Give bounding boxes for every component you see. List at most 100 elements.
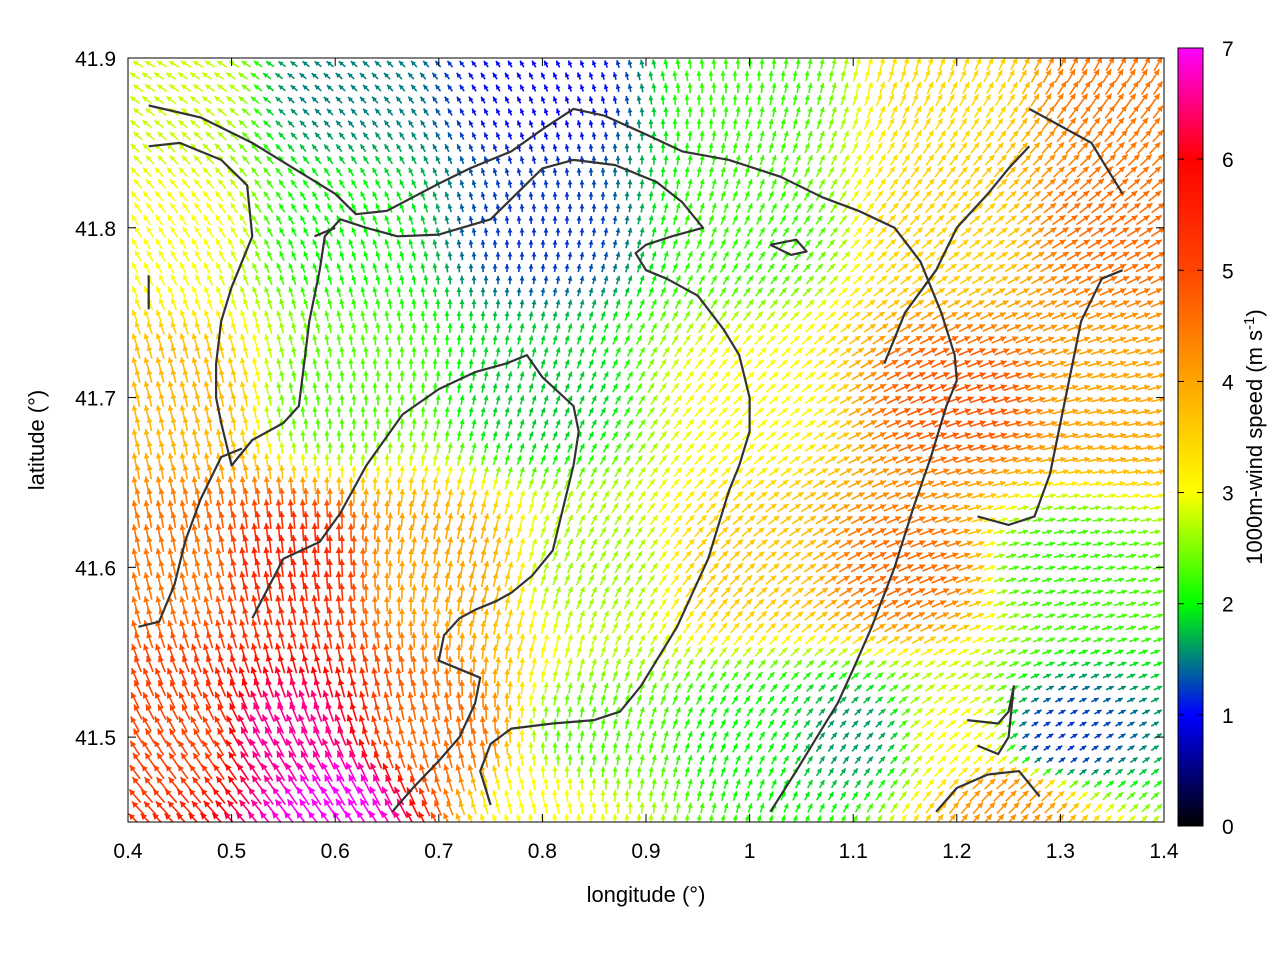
wind-arrow: [707, 335, 714, 345]
wind-arrow: [936, 70, 942, 82]
wind-arrow: [796, 107, 801, 117]
wind-arrow: [770, 348, 779, 356]
wind-arrow: [1044, 203, 1056, 213]
wind-arrow: [580, 372, 585, 381]
wind-arrow: [745, 167, 750, 177]
wind-arrow: [202, 73, 212, 79]
wind-arrow: [457, 264, 462, 273]
wind-arrow: [900, 94, 906, 106]
wind-arrow: [735, 59, 740, 69]
wind-arrow: [144, 357, 150, 371]
wind-arrow: [649, 71, 654, 80]
wind-arrow: [520, 276, 525, 284]
wind-arrow: [577, 144, 582, 152]
wind-arrow: [432, 311, 437, 321]
wind-arrow: [1088, 240, 1102, 248]
wind-arrow: [648, 95, 653, 104]
wind-arrow: [640, 84, 645, 93]
wind-arrow: [481, 407, 486, 416]
wind-arrow: [625, 264, 630, 272]
wind-arrow: [604, 276, 609, 284]
wind-arrow: [528, 312, 533, 321]
wind-arrow: [850, 312, 860, 320]
wind-arrow: [421, 144, 425, 152]
wind-arrow: [468, 335, 473, 345]
wind-arrow: [481, 97, 485, 104]
wind-arrow: [876, 167, 883, 178]
wind-arrow: [169, 61, 179, 67]
wind-arrow: [183, 393, 189, 407]
wind-arrow: [628, 228, 633, 236]
wind-arrow: [652, 227, 657, 236]
wind-arrow: [421, 168, 426, 176]
wind-arrow: [280, 228, 285, 237]
wind-arrow: [312, 168, 318, 176]
wind-arrow: [720, 95, 725, 105]
wind-arrow: [372, 263, 377, 273]
wind-arrow: [807, 228, 813, 236]
wind-arrow: [637, 96, 642, 104]
wind-arrow: [796, 155, 801, 165]
wind-arrow: [755, 336, 763, 345]
wind-arrow: [496, 85, 500, 91]
wind-arrow: [423, 323, 428, 333]
wind-arrow: [553, 97, 557, 104]
wind-arrow: [207, 203, 214, 213]
wind-arrow: [252, 382, 258, 394]
wind-arrow: [363, 61, 369, 67]
wind-arrow: [303, 395, 308, 405]
wind-arrow: [541, 335, 546, 344]
wind-arrow: [708, 119, 713, 129]
wind-arrow: [961, 203, 971, 212]
wind-arrow: [1043, 69, 1051, 82]
wind-arrow: [255, 394, 260, 406]
wind-arrow: [766, 384, 775, 392]
wind-arrow: [360, 287, 365, 297]
wind-arrow: [159, 251, 165, 262]
wind-arrow: [1045, 130, 1055, 142]
wind-arrow: [759, 252, 765, 261]
wind-arrow: [481, 288, 486, 297]
wind-arrow: [688, 179, 693, 189]
wind-arrow: [495, 347, 500, 356]
wind-arrow: [472, 204, 477, 212]
wind-arrow: [817, 143, 822, 153]
wind-arrow: [707, 383, 715, 392]
wind-arrow: [1029, 264, 1042, 271]
wind-arrow: [517, 335, 522, 344]
wind-arrow: [387, 299, 392, 309]
wind-arrow: [756, 71, 761, 81]
wind-arrow: [820, 155, 825, 165]
wind-arrow: [183, 298, 188, 310]
wind-arrow: [327, 299, 332, 309]
wind-arrow: [205, 85, 215, 92]
wind-arrow: [661, 287, 666, 296]
wind-arrow: [493, 288, 498, 297]
wind-arrow: [710, 371, 718, 380]
wind-arrow: [784, 107, 789, 117]
wind-arrow: [363, 275, 368, 285]
wind-arrow: [663, 155, 668, 165]
wind-arrow: [1052, 264, 1066, 272]
wind-arrow: [721, 215, 726, 225]
wind-arrow: [508, 395, 513, 404]
wind-arrow: [1055, 69, 1063, 82]
wind-arrow: [924, 118, 931, 129]
wind-arrow: [445, 144, 449, 152]
wind-arrow: [672, 71, 677, 81]
wind-arrow: [1100, 337, 1114, 343]
wind-arrow: [469, 97, 473, 103]
wind-arrow: [276, 168, 282, 176]
wind-arrow: [712, 179, 717, 189]
wind-arrow: [496, 180, 501, 188]
wind-arrow: [204, 381, 210, 395]
wind-arrow: [508, 132, 513, 139]
wind-arrow: [529, 168, 534, 176]
wind-arrow: [276, 263, 281, 273]
wind-arrow: [792, 216, 797, 225]
wind-arrow: [131, 168, 139, 177]
wind-arrow: [556, 108, 561, 115]
wind-arrow: [360, 121, 365, 128]
wind-arrow: [814, 312, 823, 320]
wind-arrow: [720, 264, 725, 273]
